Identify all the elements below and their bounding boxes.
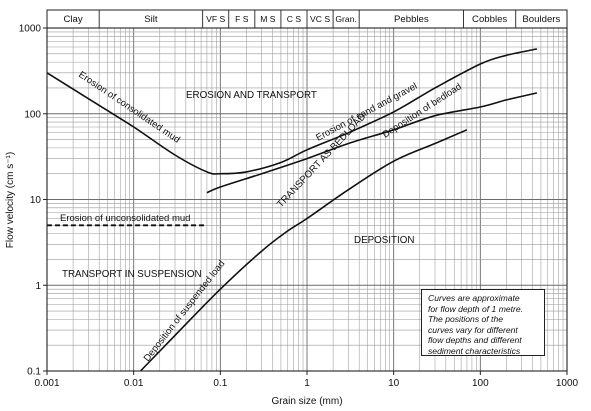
size-class-label: Clay: [63, 14, 82, 25]
note-line: for flow depth of 1 metre.: [428, 303, 524, 314]
size-class-label: VF S: [206, 14, 225, 24]
size-class-label: VC S: [310, 14, 330, 24]
curves: [46, 48, 538, 372]
label-erosion-sand-gravel: Erosion of sand and gravel: [314, 81, 419, 144]
series-erosion-curve: [46, 48, 538, 175]
x-tick-label: 0.01: [124, 378, 144, 389]
y-tick-label: 10: [30, 195, 42, 206]
y-tick-label: 100: [24, 109, 41, 120]
label-deposition-bedload: Deposition of bedload: [381, 81, 464, 140]
size-class-label: Cobbles: [472, 14, 507, 25]
y-tick-label: 0.1: [27, 367, 41, 378]
note-box: Curves are approximate for flow depth of…: [421, 289, 545, 356]
note-line: Curves are approximate: [428, 293, 520, 303]
y-axis-label: Flow velocity (cm s⁻¹): [5, 152, 16, 248]
note-line: sediment characteristics: [428, 345, 521, 356]
size-class-label: Pebbles: [394, 14, 429, 25]
size-class-label: Gran.: [335, 14, 357, 24]
size-class-label: F S: [235, 14, 249, 24]
x-tick-label: 1: [304, 378, 310, 389]
x-tick-label: 0.1: [213, 378, 227, 389]
series-deposition-of-bedload: [206, 92, 538, 194]
note-line: flow depths and different: [428, 335, 522, 346]
note-line: curves vary for different: [428, 324, 518, 335]
size-class-header: Clay Silt VF S F S M S C S VC S Gran. Pebbles Cob…: [46, 9, 568, 29]
region-deposition: DEPOSITION: [354, 235, 414, 246]
region-erosion-transport: EROSION AND TRANSPORT: [186, 90, 317, 101]
x-axis-label: Grain size (mm): [271, 396, 342, 407]
x-tick-label: 100: [472, 378, 489, 389]
size-class-label: C S: [287, 14, 302, 24]
label-erosion-unconsolidated-mud: Erosion of unconsolidated mud: [60, 213, 190, 224]
x-tick-label: 1000: [556, 378, 579, 389]
y-tick-label: 1: [35, 281, 41, 292]
size-class-label: Boulders: [522, 14, 560, 25]
region-transport-bedload: TRANSPORT AS BEDLOAD: [275, 111, 368, 210]
region-transport-suspension: TRANSPORT IN SUSPENSION: [62, 269, 202, 280]
label-erosion-consolidated-mud: Erosion of consolidated mud: [76, 69, 182, 145]
x-tick-label: 0.001: [34, 378, 59, 389]
series-deposition-of-suspended-load: [139, 129, 468, 372]
note-line: The positions of the: [428, 314, 504, 325]
y-tick-label: 1000: [19, 24, 42, 35]
size-class-label: Silt: [144, 14, 158, 25]
axes: 0.001 0.01 0.1 1 10 100 1000 0.1 1 10 100 1000: [19, 24, 579, 390]
x-tick-label: 10: [388, 378, 400, 389]
size-class-label: M S: [260, 14, 276, 24]
